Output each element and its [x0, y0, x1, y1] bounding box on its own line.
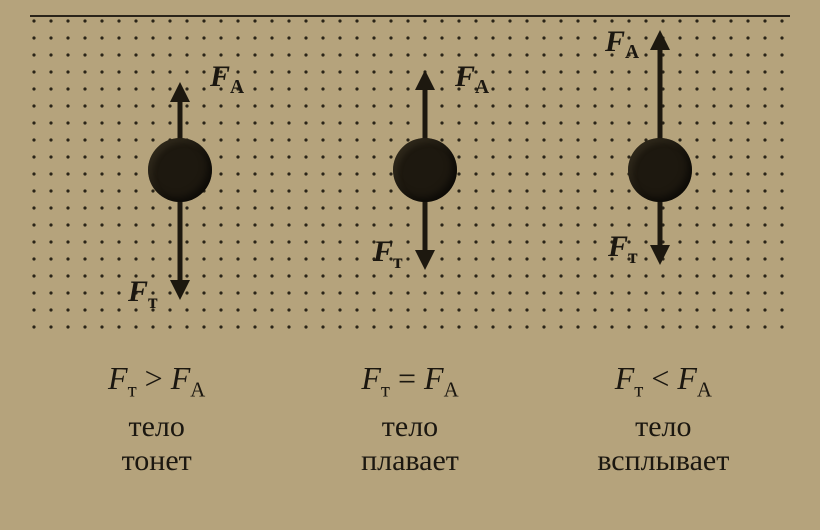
body-ball: [628, 138, 692, 202]
rhs-F: F: [171, 360, 191, 396]
rhs-sub: А: [697, 378, 712, 401]
op: <: [651, 360, 669, 396]
lhs-F: F: [361, 360, 381, 396]
fa-F: F: [210, 60, 230, 93]
caption-line-1: тело: [537, 410, 790, 444]
lhs-sub: т: [381, 378, 390, 401]
caption-float: Fт = FАтелоплавает: [283, 360, 536, 478]
label-fa: FА: [605, 25, 639, 64]
rhs-F: F: [424, 360, 444, 396]
caption-formula: Fт = FА: [283, 360, 536, 402]
fa-F: F: [605, 25, 625, 58]
caption-line-1: тело: [283, 410, 536, 444]
op: >: [145, 360, 163, 396]
fa-sub: А: [475, 77, 489, 98]
caption-formula: Fт > FА: [30, 360, 283, 402]
caption-line-2: тонет: [30, 444, 283, 478]
label-ft: Fт: [373, 235, 403, 274]
ft-sub: т: [393, 252, 403, 273]
caption-sink: Fт > FАтелотонет: [30, 360, 283, 478]
captions-row: Fт > FАтелотонетFт = FАтелоплаваетFт < F…: [30, 360, 790, 478]
fa-sub: А: [625, 42, 639, 63]
label-ft: Fт: [608, 230, 638, 269]
label-ft: Fт: [128, 275, 158, 314]
lhs-sub: т: [128, 378, 137, 401]
caption-formula: Fт < FА: [537, 360, 790, 402]
caption-line-2: всплывает: [537, 444, 790, 478]
label-fa: FА: [210, 60, 244, 99]
ft-sub: т: [148, 292, 158, 313]
lhs-sub: т: [634, 378, 643, 401]
fa-sub: А: [230, 77, 244, 98]
op: =: [398, 360, 416, 396]
label-fa: FА: [455, 60, 489, 99]
ft-F: F: [373, 235, 393, 268]
ft-sub: т: [628, 247, 638, 268]
caption-rise: Fт < FАтеловсплывает: [537, 360, 790, 478]
ft-F: F: [608, 230, 628, 263]
rhs-sub: А: [190, 378, 205, 401]
caption-line-1: тело: [30, 410, 283, 444]
caption-line-2: плавает: [283, 444, 536, 478]
body-ball: [393, 138, 457, 202]
lhs-F: F: [615, 360, 635, 396]
rhs-sub: А: [444, 378, 459, 401]
ft-F: F: [128, 275, 148, 308]
fa-F: F: [455, 60, 475, 93]
lhs-F: F: [108, 360, 128, 396]
fluid-diagram: FАFтFАFтFАFт: [30, 15, 790, 335]
rhs-F: F: [677, 360, 697, 396]
body-ball: [148, 138, 212, 202]
